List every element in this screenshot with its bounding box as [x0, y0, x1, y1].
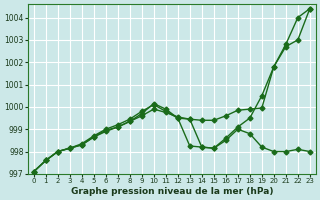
- X-axis label: Graphe pression niveau de la mer (hPa): Graphe pression niveau de la mer (hPa): [70, 187, 273, 196]
